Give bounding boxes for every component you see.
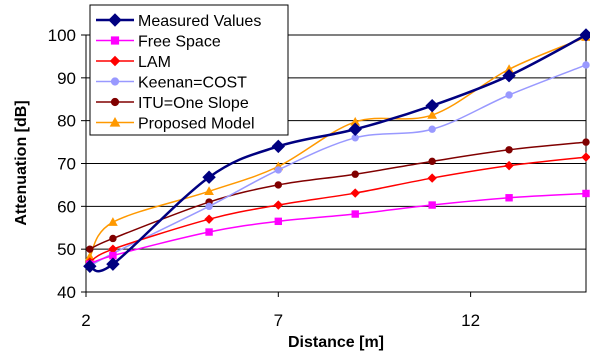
x-axis-title: Distance [m]	[288, 334, 384, 351]
legend-swatch-marker	[108, 13, 122, 27]
data-point	[205, 228, 213, 236]
data-point	[348, 122, 362, 136]
x-tick-label: 12	[461, 311, 480, 330]
data-point	[350, 188, 360, 198]
series-measured-values	[83, 28, 590, 274]
y-tick-label: 40	[57, 283, 76, 302]
data-point	[582, 189, 590, 198]
legend-label: Proposed Model	[138, 116, 255, 133]
legend-swatch-marker	[109, 55, 121, 67]
data-point	[505, 91, 513, 99]
legend-item-itu-one-slope: ITU=One Slope	[96, 95, 249, 112]
legend-item-lam: LAM	[96, 54, 171, 71]
data-point	[83, 259, 97, 274]
data-point	[205, 202, 213, 211]
legend: Measured Values Free Space LAM Keenan=COST I…	[89, 4, 289, 136]
legend-swatch-marker	[109, 116, 121, 127]
data-point	[274, 181, 283, 189]
data-point	[581, 152, 590, 162]
data-point	[425, 98, 439, 113]
data-point	[108, 217, 118, 226]
data-point	[582, 138, 590, 146]
y-axis-title: Attenuation [dB]	[13, 100, 30, 225]
legend-label: LAM	[138, 54, 171, 71]
legend-label: Measured Values	[138, 13, 261, 30]
data-point	[274, 217, 283, 226]
series-line-proposed-model	[89, 36, 587, 258]
data-point	[204, 186, 214, 196]
legend-item-free-space: Free Space	[96, 34, 221, 51]
data-point	[427, 110, 438, 119]
legend-item-proposed-model: Proposed Model	[96, 116, 255, 133]
y-axis-ticks: 40 50 60 70 80 90 100	[48, 26, 86, 302]
series-line-itu-one-slope	[89, 141, 587, 250]
data-point	[351, 170, 359, 178]
legend-item-measured-values: Measured Values	[96, 13, 261, 30]
data-point	[271, 139, 286, 154]
series-itu-one-slope	[86, 138, 590, 253]
legend-swatch-marker	[110, 36, 120, 45]
x-tick-label: 2	[81, 311, 90, 330]
data-point	[502, 68, 516, 83]
series-line-lam	[89, 156, 587, 263]
legend-label: Free Space	[138, 34, 221, 51]
data-point	[504, 160, 514, 171]
data-point	[86, 245, 94, 253]
data-point	[274, 166, 283, 174]
y-tick-label: 80	[57, 112, 76, 131]
data-point	[351, 210, 359, 218]
y-tick-label: 70	[57, 155, 76, 174]
legend-swatch-marker	[110, 97, 120, 107]
legend-label: ITU=One Slope	[138, 95, 249, 112]
legend-label: Keenan=COST	[138, 75, 247, 92]
data-point	[505, 194, 513, 202]
data-point	[428, 125, 436, 133]
data-point	[106, 257, 120, 271]
series-line-keenan-cost	[89, 64, 587, 267]
x-tick-label: 7	[274, 311, 283, 330]
data-point	[273, 200, 284, 210]
data-point	[427, 173, 437, 183]
y-tick-label: 50	[57, 240, 76, 259]
data-point	[428, 201, 436, 209]
data-point	[109, 234, 117, 243]
y-tick-label: 60	[57, 197, 76, 216]
data-point	[582, 61, 590, 69]
legend-item-keenan-cost: Keenan=COST	[96, 75, 247, 92]
data-point	[428, 157, 436, 166]
y-tick-label: 100	[48, 26, 76, 45]
data-point	[505, 146, 513, 154]
x-axis-ticks: 2 7 12	[81, 292, 480, 330]
data-point	[579, 28, 590, 42]
data-point	[204, 214, 214, 224]
legend-box	[89, 4, 289, 136]
y-tick-label: 90	[57, 69, 76, 88]
legend-swatch-marker	[110, 77, 120, 86]
data-point	[202, 170, 216, 184]
series-group	[83, 28, 590, 274]
